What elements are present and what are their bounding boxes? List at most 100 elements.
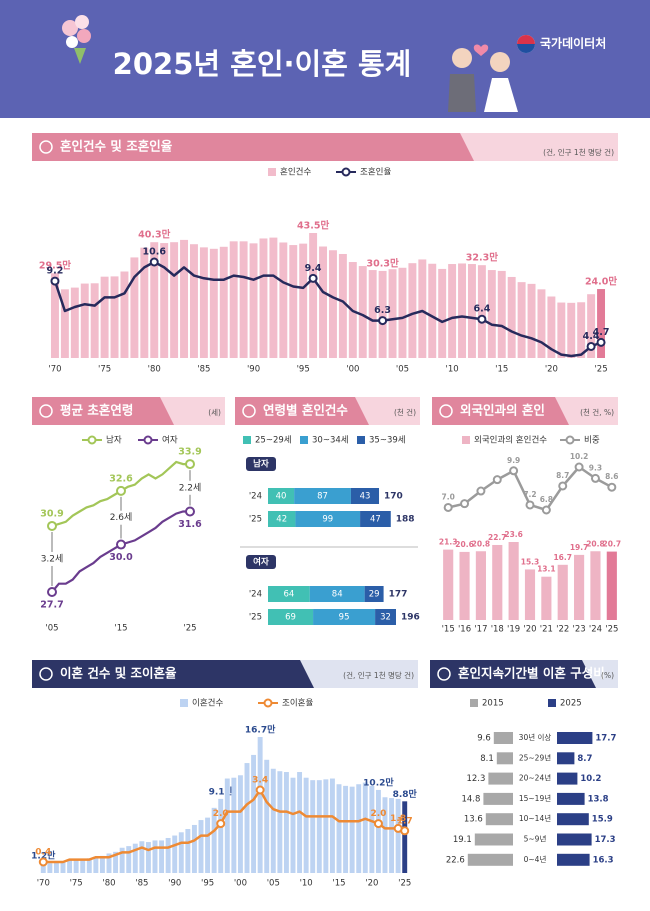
unit-note: (세) bbox=[208, 408, 221, 417]
line-value-label: 8.6 bbox=[605, 472, 618, 481]
bar bbox=[402, 801, 408, 873]
segment-label: 42 bbox=[276, 515, 287, 525]
bar bbox=[319, 246, 328, 358]
x-tick-label: '20 bbox=[545, 365, 558, 375]
segment-label: 99 bbox=[322, 515, 333, 525]
bar-value-label: 16.3 bbox=[593, 855, 614, 865]
x-tick-label: '75 bbox=[70, 879, 83, 889]
logo-text: 국가데이터처 bbox=[540, 36, 606, 51]
line-value-label: 4.7 bbox=[593, 327, 610, 338]
line-value-label: 6.8 bbox=[540, 495, 553, 504]
unit-note: (건, 인구 1천 명당 건) bbox=[543, 147, 614, 157]
line-point bbox=[378, 316, 388, 326]
bar bbox=[297, 772, 303, 873]
line-value-label: 2.0 bbox=[370, 809, 386, 819]
legend-marker bbox=[341, 167, 351, 177]
segment-label: 84 bbox=[332, 590, 343, 600]
legend-label: 외국인과의 혼인건수 bbox=[474, 435, 547, 446]
section-icon bbox=[39, 404, 53, 418]
line-value-label: 10.2 bbox=[570, 452, 589, 461]
section-header bbox=[430, 660, 596, 688]
bar bbox=[517, 282, 526, 358]
legend-marker bbox=[263, 698, 273, 708]
x-tick-label: '15 bbox=[495, 365, 508, 375]
line-point bbox=[558, 481, 568, 491]
category-label: 5~9년 bbox=[524, 834, 547, 844]
bar bbox=[180, 239, 189, 358]
bar bbox=[378, 270, 387, 358]
legend-swatch bbox=[357, 436, 365, 444]
bar bbox=[257, 737, 263, 873]
legend-swatch bbox=[300, 436, 308, 444]
bar-value-label: 13.6 bbox=[464, 815, 483, 825]
bar bbox=[557, 732, 593, 744]
bar bbox=[86, 858, 92, 873]
panel-label: 남자 bbox=[253, 459, 269, 470]
page-title: 2025년 혼인·이혼 통계 bbox=[113, 47, 412, 81]
bar-segment bbox=[313, 609, 376, 625]
legend-label: 조혼인율 bbox=[360, 167, 391, 178]
line-value-label: 27.7 bbox=[40, 600, 63, 611]
section-title: 평균 초혼연령 bbox=[60, 403, 133, 418]
line-value-label: 6.3 bbox=[374, 305, 391, 316]
bar bbox=[323, 779, 329, 873]
line-value-label: 1.7 bbox=[397, 816, 413, 826]
bar-value-label: 24.0만 bbox=[585, 276, 617, 288]
segment-label: 29 bbox=[369, 590, 380, 600]
bar bbox=[492, 544, 503, 620]
line-value-label: 9.4 bbox=[305, 263, 322, 274]
line-point bbox=[373, 819, 383, 829]
bar bbox=[458, 263, 467, 358]
bar-value-label: 16.7 bbox=[553, 553, 572, 562]
bar bbox=[587, 294, 596, 358]
line-value-label: 1.8 bbox=[390, 814, 406, 824]
bar bbox=[277, 771, 283, 873]
legend-marker bbox=[143, 435, 153, 445]
line-point bbox=[185, 459, 195, 470]
bar bbox=[198, 820, 204, 873]
line-value-label: 32.6 bbox=[109, 473, 133, 484]
category-label: 25~29년 bbox=[519, 752, 551, 762]
x-tick-label: '25 bbox=[183, 624, 196, 634]
bar-value-label: 20.7 bbox=[603, 540, 622, 549]
legend-label: 비중 bbox=[584, 436, 600, 446]
bar-value-label: 29.5만 bbox=[39, 260, 71, 272]
x-tick-label: '05 bbox=[45, 624, 58, 634]
bar bbox=[229, 241, 238, 358]
bar bbox=[369, 785, 375, 873]
bar-value-label: 20.6 bbox=[455, 540, 474, 549]
bar-segment bbox=[268, 511, 296, 527]
line-value-label: 7.0 bbox=[442, 492, 455, 501]
line-point bbox=[443, 502, 453, 512]
bar bbox=[557, 772, 578, 785]
bar-segment bbox=[268, 609, 314, 625]
x-tick-label: '15 bbox=[114, 624, 127, 634]
bar-value-label: 22.7 bbox=[488, 533, 507, 542]
bar bbox=[557, 752, 575, 765]
bar-value-label: 21.3 bbox=[439, 538, 458, 547]
segment-label: 32 bbox=[380, 613, 391, 623]
bar bbox=[185, 829, 191, 873]
line-point bbox=[586, 341, 596, 351]
bar bbox=[53, 862, 59, 873]
bar bbox=[467, 264, 476, 358]
x-tick-label: '17 bbox=[474, 625, 487, 635]
x-tick-label: '18 bbox=[491, 625, 504, 635]
section-title: 이혼 건수 및 조이혼율 bbox=[60, 666, 177, 681]
bar bbox=[443, 549, 454, 620]
x-tick-label: '00 bbox=[346, 365, 359, 375]
x-tick-label: '15 bbox=[442, 625, 455, 635]
bar-value-label: 40.3만 bbox=[138, 229, 170, 241]
bar-value-label: 20.8 bbox=[472, 539, 491, 548]
bar bbox=[485, 813, 513, 826]
x-tick-label: '24 bbox=[589, 625, 602, 635]
bar-segment bbox=[268, 586, 310, 602]
category-label: 20~24년 bbox=[519, 773, 551, 783]
unit-note: (천 건) bbox=[394, 407, 416, 417]
bar bbox=[398, 267, 407, 358]
bar bbox=[316, 780, 322, 873]
bar-value-label: 32.3만 bbox=[466, 252, 498, 264]
bar bbox=[189, 244, 198, 358]
section-icon bbox=[439, 404, 453, 418]
bar bbox=[93, 856, 99, 873]
